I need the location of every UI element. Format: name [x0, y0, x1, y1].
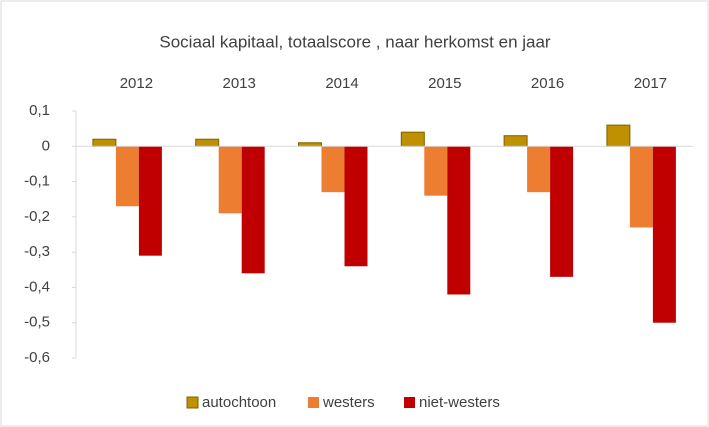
y-tick-label: -0,5: [24, 314, 50, 331]
x-tick-label: 2016: [531, 75, 564, 92]
bar: [218, 146, 242, 214]
bar: [92, 138, 117, 147]
bar: [652, 146, 676, 323]
y-tick-label: -0,2: [24, 208, 50, 225]
bar: [527, 146, 551, 193]
y-tick-label: -0,3: [24, 243, 50, 260]
bar: [138, 146, 162, 256]
x-tick-label: 2013: [223, 75, 256, 92]
chart-title: Sociaal kapitaal, totaalscore , naar her…: [159, 32, 551, 51]
legend-swatch: [186, 396, 199, 409]
bar: [298, 142, 322, 147]
y-tick-label: -0,4: [24, 278, 50, 295]
x-tick-label: 2015: [428, 75, 461, 92]
bar: [344, 146, 368, 267]
legend-label: niet-westers: [419, 394, 500, 411]
bar: [195, 138, 220, 147]
bar: [115, 146, 139, 207]
y-tick-label: -0,1: [24, 173, 50, 190]
bar: [321, 146, 345, 193]
bar: [606, 124, 631, 147]
legend-label: autochtoon: [202, 394, 276, 411]
bar: [400, 131, 425, 147]
y-tick-label: 0,1: [29, 102, 50, 119]
bar: [629, 146, 653, 228]
bar: [550, 146, 574, 277]
x-tick-label: 2012: [120, 75, 153, 92]
bar: [447, 146, 471, 295]
x-tick-label: 2014: [325, 75, 358, 92]
legend-swatch: [404, 397, 415, 408]
bar: [424, 146, 448, 196]
bar: [241, 146, 265, 274]
legend-swatch: [308, 397, 319, 408]
legend-label: westers: [322, 394, 375, 411]
bar: [503, 135, 528, 147]
x-tick-label: 2017: [634, 75, 667, 92]
y-tick-label: 0: [42, 137, 50, 154]
y-tick-label: -0,6: [24, 349, 50, 366]
